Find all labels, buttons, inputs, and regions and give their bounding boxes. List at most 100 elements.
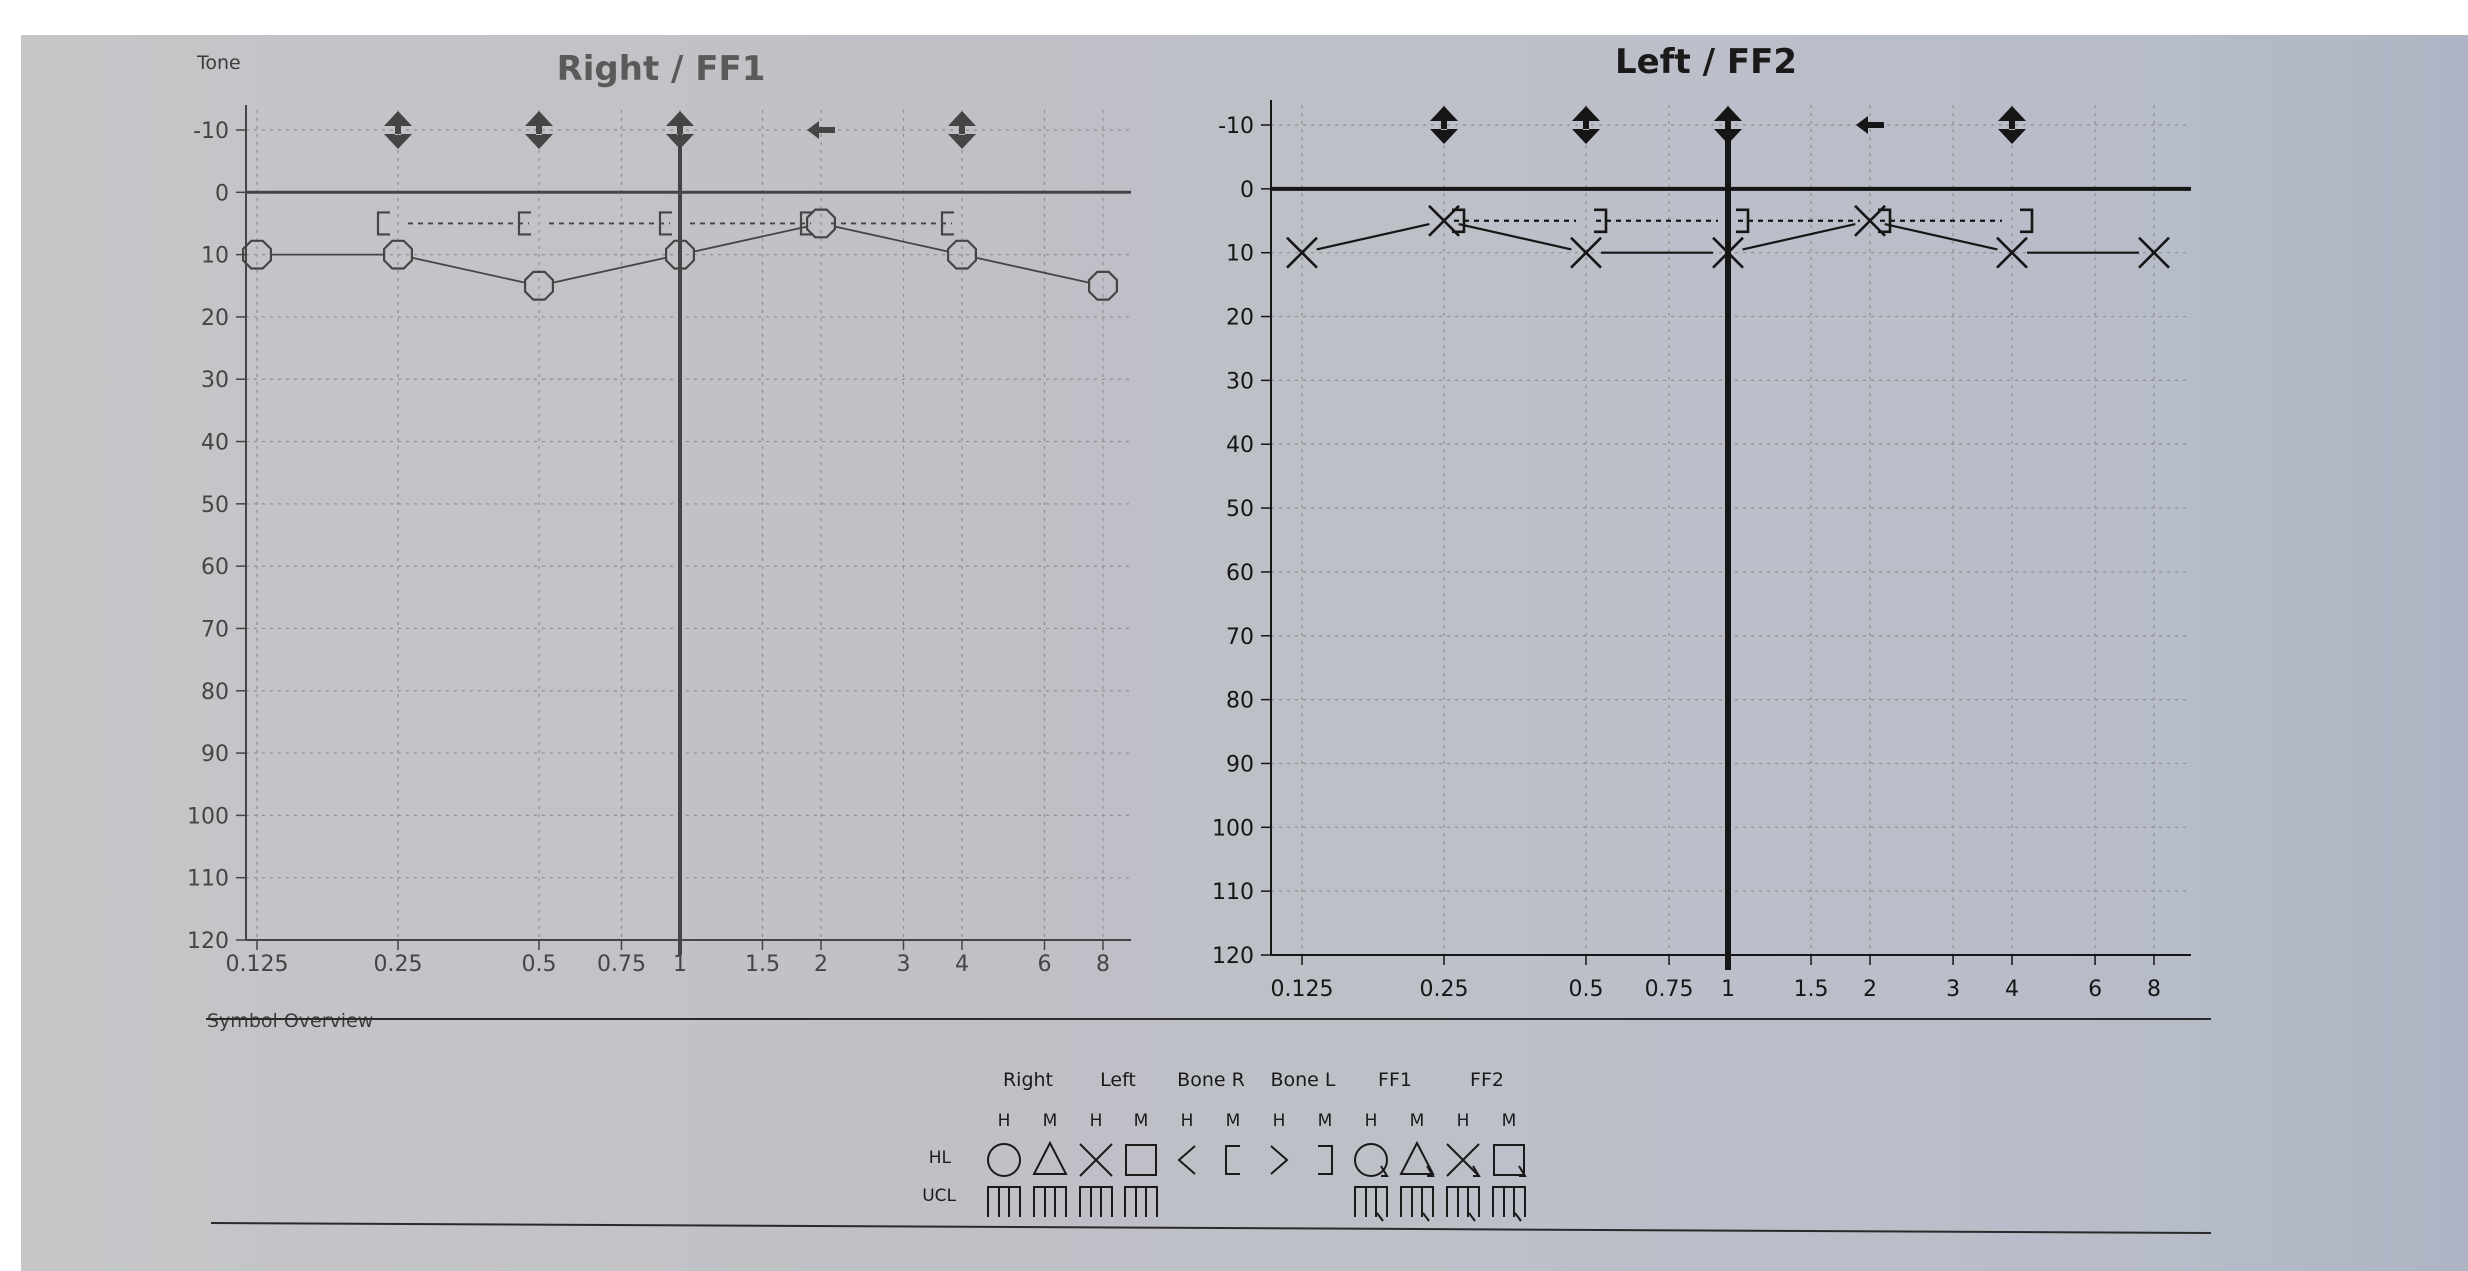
point-bracket-left xyxy=(658,211,672,236)
legend-ucl-symbol xyxy=(1446,1186,1480,1217)
legend-symbol-less xyxy=(1177,1145,1196,1175)
y-tick-label: 120 xyxy=(1212,944,1254,969)
air-conduction-segment xyxy=(694,225,807,253)
legend-symbol-triangle xyxy=(1032,1140,1068,1175)
legend-sub-label: H xyxy=(998,1111,1011,1131)
legend-symbol-bracket-right xyxy=(1318,1145,1333,1175)
legend-group-label: Bone R xyxy=(1177,1069,1245,1091)
legend-ucl-symbol xyxy=(987,1186,1021,1217)
x-tick-label: 4 xyxy=(955,952,969,977)
chart-title: Left / FF2 xyxy=(1615,42,1797,82)
x-tick-label: 3 xyxy=(896,952,910,977)
point-bracket-left xyxy=(799,211,813,236)
y-tick-label: 100 xyxy=(1212,816,1254,841)
y-tick-label: 0 xyxy=(215,181,229,206)
legend-sub-label: H xyxy=(1457,1111,1470,1131)
point-bracket-right xyxy=(2020,208,2034,234)
point-x xyxy=(1570,236,1602,269)
point-bracket-left xyxy=(376,211,390,236)
point-bracket-right xyxy=(1452,208,1466,234)
legend-ucl-symbol xyxy=(1354,1186,1388,1217)
y-tick-label: 120 xyxy=(187,929,229,954)
legend-symbol-circle xyxy=(1354,1143,1388,1177)
legend-row-label: HL xyxy=(929,1148,952,1168)
legend-sub-label: M xyxy=(1502,1111,1517,1131)
legend-group-label: Right xyxy=(1003,1069,1053,1091)
x-tick-label: 8 xyxy=(1096,952,1110,977)
left-arrow-marker xyxy=(1856,116,1884,134)
legend-group-label: FF1 xyxy=(1378,1069,1412,1091)
x-tick-label: 0.5 xyxy=(522,952,557,977)
x-tick-label: 0.75 xyxy=(1645,977,1694,1002)
air-conduction-segment xyxy=(1316,222,1430,251)
y-tick-label: 10 xyxy=(201,244,229,269)
legend-ucl-symbol xyxy=(1033,1186,1067,1217)
x-tick-label: 1.5 xyxy=(1794,977,1829,1002)
point-x xyxy=(1996,236,2028,269)
y-tick-label: 110 xyxy=(187,867,229,892)
legend-sub-label: M xyxy=(1318,1111,1333,1131)
double-arrow-marker xyxy=(1430,106,1458,144)
point-circle xyxy=(805,208,837,239)
point-x xyxy=(2138,236,2170,269)
y-tick-label: 70 xyxy=(1226,625,1254,650)
x-tick-label: 1 xyxy=(673,952,687,977)
legend-symbol-triangle xyxy=(1399,1140,1435,1175)
x-tick-label: 0.25 xyxy=(374,952,423,977)
legend-group-label: FF2 xyxy=(1470,1069,1504,1091)
legend-symbol-x xyxy=(1446,1143,1480,1177)
legend-ff-tick xyxy=(1518,1165,1527,1177)
point-x xyxy=(1712,236,1744,269)
air-conduction-segment xyxy=(553,256,666,284)
legend-ff-tick xyxy=(1472,1165,1481,1177)
legend-ff-tick xyxy=(1514,1212,1522,1222)
y-tick-label: 10 xyxy=(1226,242,1254,267)
x-tick-label: 3 xyxy=(1946,977,1960,1002)
double-arrow-marker xyxy=(1572,106,1600,144)
point-bracket-right xyxy=(1878,208,1892,234)
double-arrow-marker xyxy=(948,111,976,149)
x-tick-label: 8 xyxy=(2147,977,2161,1002)
legend-sub-label: M xyxy=(1134,1111,1149,1131)
legend-ucl-symbol xyxy=(1124,1186,1158,1217)
legend-ucl-symbol xyxy=(1400,1186,1434,1217)
legend-ff-tick xyxy=(1468,1212,1476,1222)
audiogram-figure: Tone Symbol Overview Right / FF1 0.125 0.2… xyxy=(187,42,2212,1234)
air-conduction-segment xyxy=(1742,222,1856,251)
x-tick-label: 6 xyxy=(2088,977,2102,1002)
y-tick-label: 60 xyxy=(201,555,229,580)
legend-ff-tick xyxy=(1426,1165,1435,1177)
legend-group-label: Bone L xyxy=(1270,1069,1335,1091)
point-bracket-left xyxy=(940,211,954,236)
symbol-overview-label: Symbol Overview xyxy=(207,1010,373,1032)
x-tick-label: 0.125 xyxy=(226,952,289,977)
double-arrow-marker xyxy=(384,111,412,149)
point-bracket-left xyxy=(517,211,531,236)
y-tick-label: 90 xyxy=(201,742,229,767)
y-tick-label: -10 xyxy=(193,119,229,144)
x-tick-label: 2 xyxy=(1863,977,1877,1002)
chart-title: Right / FF1 xyxy=(557,49,766,89)
point-bracket-right xyxy=(1594,208,1608,234)
x-tick-label: 1.5 xyxy=(745,952,780,977)
legend-sub-label: H xyxy=(1273,1111,1286,1131)
legend-ff-tick xyxy=(1376,1212,1384,1222)
x-tick-label: 0.75 xyxy=(597,952,646,977)
left-ff2-audiogram: Left / FF2 0.125 0.25 0.5 0.75 1 1.5 2 3 4 6 8 -10 0 1… xyxy=(1212,42,2191,1002)
y-tick-label: 50 xyxy=(1226,497,1254,522)
legend-symbol-circle xyxy=(987,1143,1021,1177)
right-ff1-audiogram: Right / FF1 0.125 0.25 0.5 0.75 1 1.5 2 3 4 6 8 -10 0… xyxy=(187,49,1131,977)
bottom-divider xyxy=(210,1222,2212,1234)
point-circle xyxy=(946,239,978,270)
legend-ucl-symbol xyxy=(1492,1186,1526,1217)
legend-symbol-square xyxy=(1125,1144,1157,1176)
legend-symbol-x xyxy=(1079,1143,1113,1177)
point-circle xyxy=(664,239,696,270)
air-conduction-segment xyxy=(976,256,1089,284)
double-arrow-marker xyxy=(525,111,553,149)
legend-symbol-bracket-left xyxy=(1225,1145,1240,1175)
point-circle xyxy=(242,239,272,270)
legend-row-label: UCL xyxy=(922,1186,956,1206)
point-circle xyxy=(1087,270,1119,301)
